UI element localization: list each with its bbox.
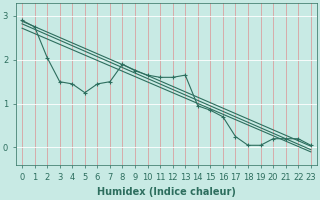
X-axis label: Humidex (Indice chaleur): Humidex (Indice chaleur) bbox=[97, 187, 236, 197]
